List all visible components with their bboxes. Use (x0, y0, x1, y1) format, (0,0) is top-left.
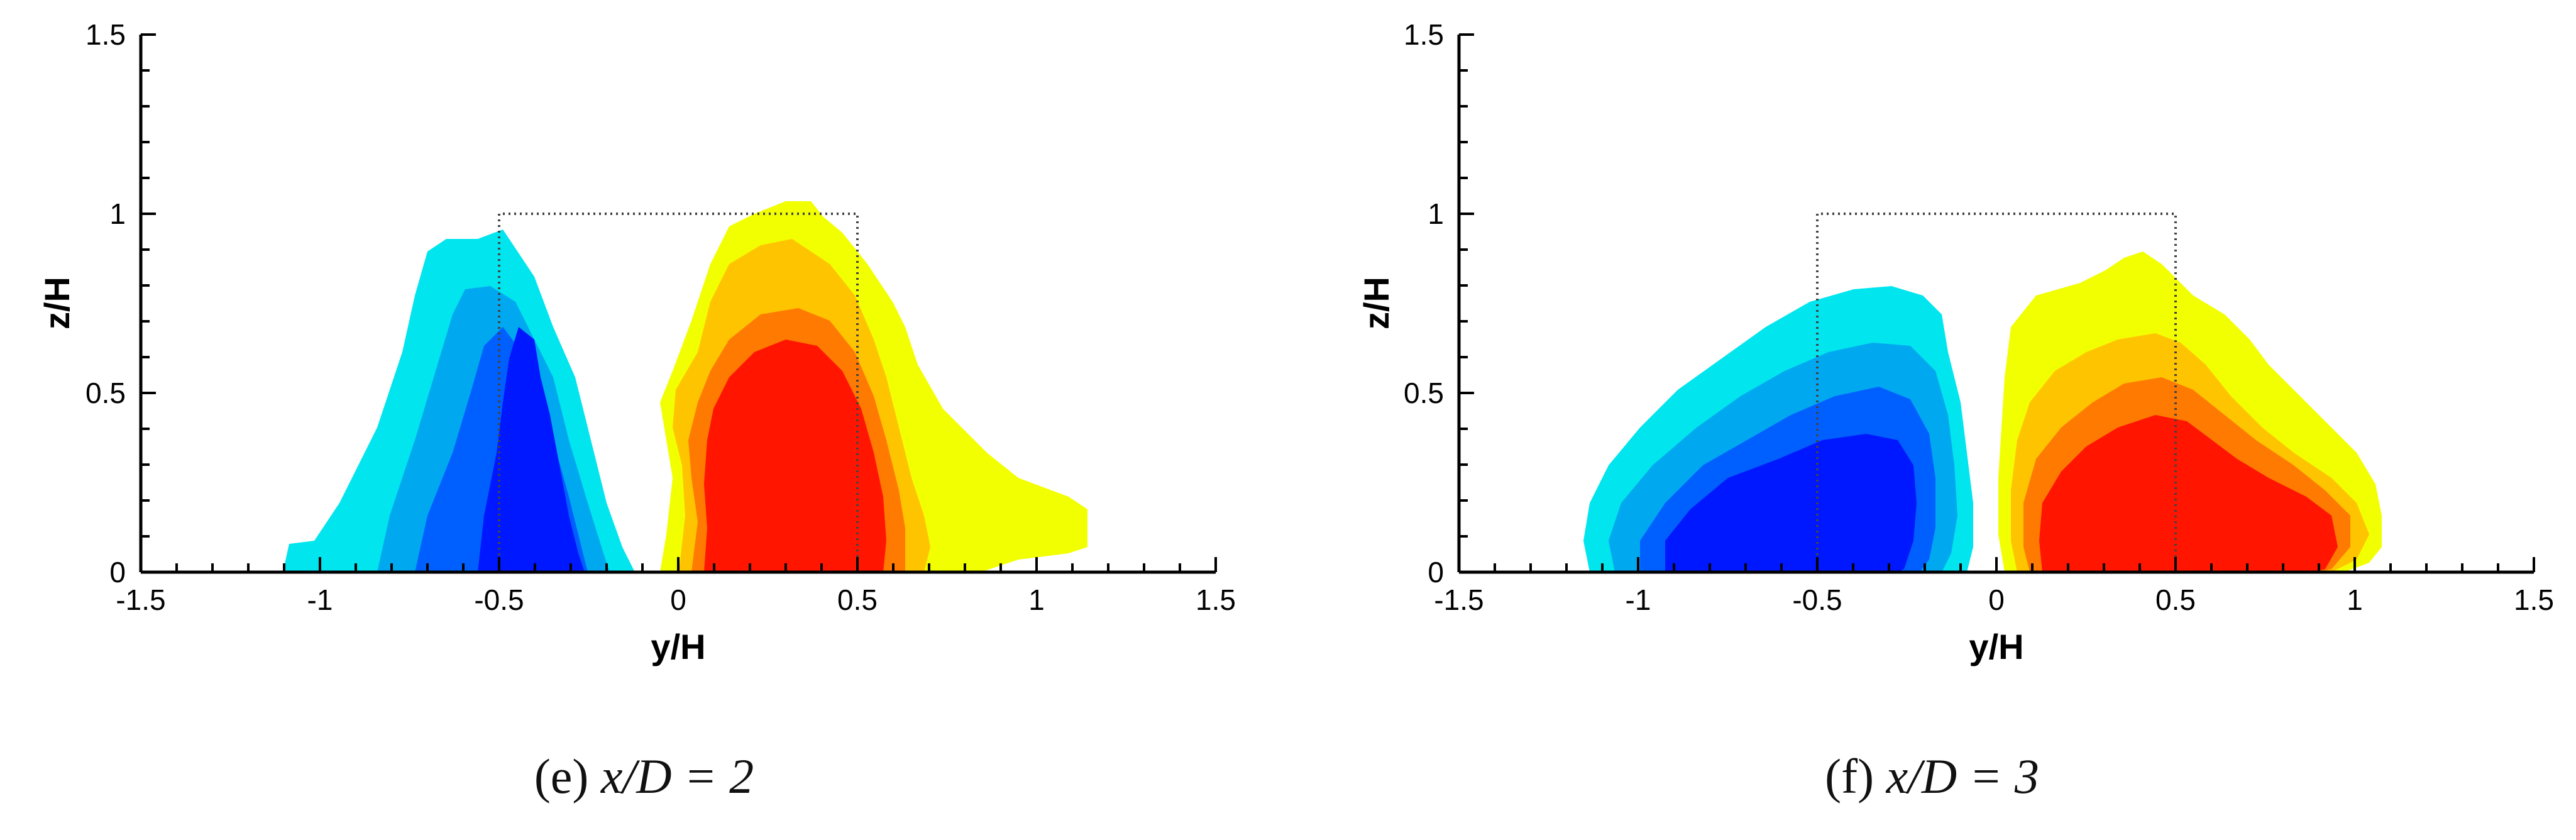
x-tick-label: 1.5 (2514, 583, 2554, 616)
figure-caption: (f) x/D = 3 (1288, 748, 2576, 805)
contour-positive-region (1998, 251, 2382, 572)
contour-negative-region (283, 229, 635, 572)
caption-label: (f) (1825, 749, 1874, 804)
contour-level-deep-blue (1665, 434, 1917, 572)
contour-negative-region (1583, 286, 1973, 572)
contour-plot-f: -1.5 -1 -0.5 0 0.5 1 1.5 0 0.5 1 1.5 y/H… (1357, 18, 2554, 666)
y-tick-label: 0.5 (1404, 377, 1444, 409)
y-axis-title: z/H (1357, 277, 1396, 329)
x-tick-label: -0.5 (1792, 583, 1842, 616)
contour-level-deep-blue (478, 327, 585, 572)
x-tick-label: 0 (1988, 583, 2005, 616)
y-tick-label: 1.5 (85, 18, 126, 51)
x-tick-label: -0.5 (474, 583, 524, 616)
caption-label: (e) (534, 749, 589, 804)
y-tick-label: 0 (1428, 556, 1444, 589)
panel-f: -1.5 -1 -0.5 0 0.5 1 1.5 0 0.5 1 1.5 y/H… (1288, 0, 2576, 840)
reference-box (498, 213, 859, 572)
x-axis-title: y/H (651, 627, 705, 666)
y-tick-label: 1 (109, 197, 126, 230)
reference-box (1816, 213, 2177, 572)
x-tick-label: 1.5 (1196, 583, 1236, 616)
axis-ticks (140, 33, 1217, 573)
x-tick-label: 0 (670, 583, 686, 616)
x-tick-label: 1 (1028, 583, 1045, 616)
axis-ticks (1458, 33, 2535, 573)
x-tick-label: 0.5 (837, 583, 878, 616)
contour-level-red (2039, 415, 2338, 572)
figure-caption: (e) x/D = 2 (0, 748, 1288, 805)
x-tick-label: -1.5 (1434, 583, 1483, 616)
caption-math: x/D = 2 (600, 749, 754, 804)
panel-e: -1.5 -1 -0.5 0 0.5 1 1.5 0 0.5 1 1.5 y/H… (0, 18, 1288, 805)
y-tick-label: 0 (109, 556, 126, 589)
x-axis-title: y/H (1969, 627, 2023, 666)
x-tick-label: 0.5 (2155, 583, 2196, 616)
contour-level-red (704, 340, 886, 572)
y-tick-label: 1.5 (1404, 18, 1444, 51)
y-axis-title: z/H (37, 277, 77, 329)
y-tick-label: 1 (1428, 197, 1444, 230)
x-tick-label: 1 (2347, 583, 2363, 616)
x-tick-label: -1.5 (116, 583, 165, 616)
y-tick-label: 0.5 (85, 377, 126, 409)
x-tick-label: -1 (1626, 583, 1651, 616)
contour-positive-region (660, 201, 1087, 572)
caption-math: x/D = 3 (1886, 749, 2039, 804)
x-tick-label: -1 (307, 583, 333, 616)
contour-plot-e: -1.5 -1 -0.5 0 0.5 1 1.5 0 0.5 1 1.5 y/H… (37, 18, 1236, 666)
